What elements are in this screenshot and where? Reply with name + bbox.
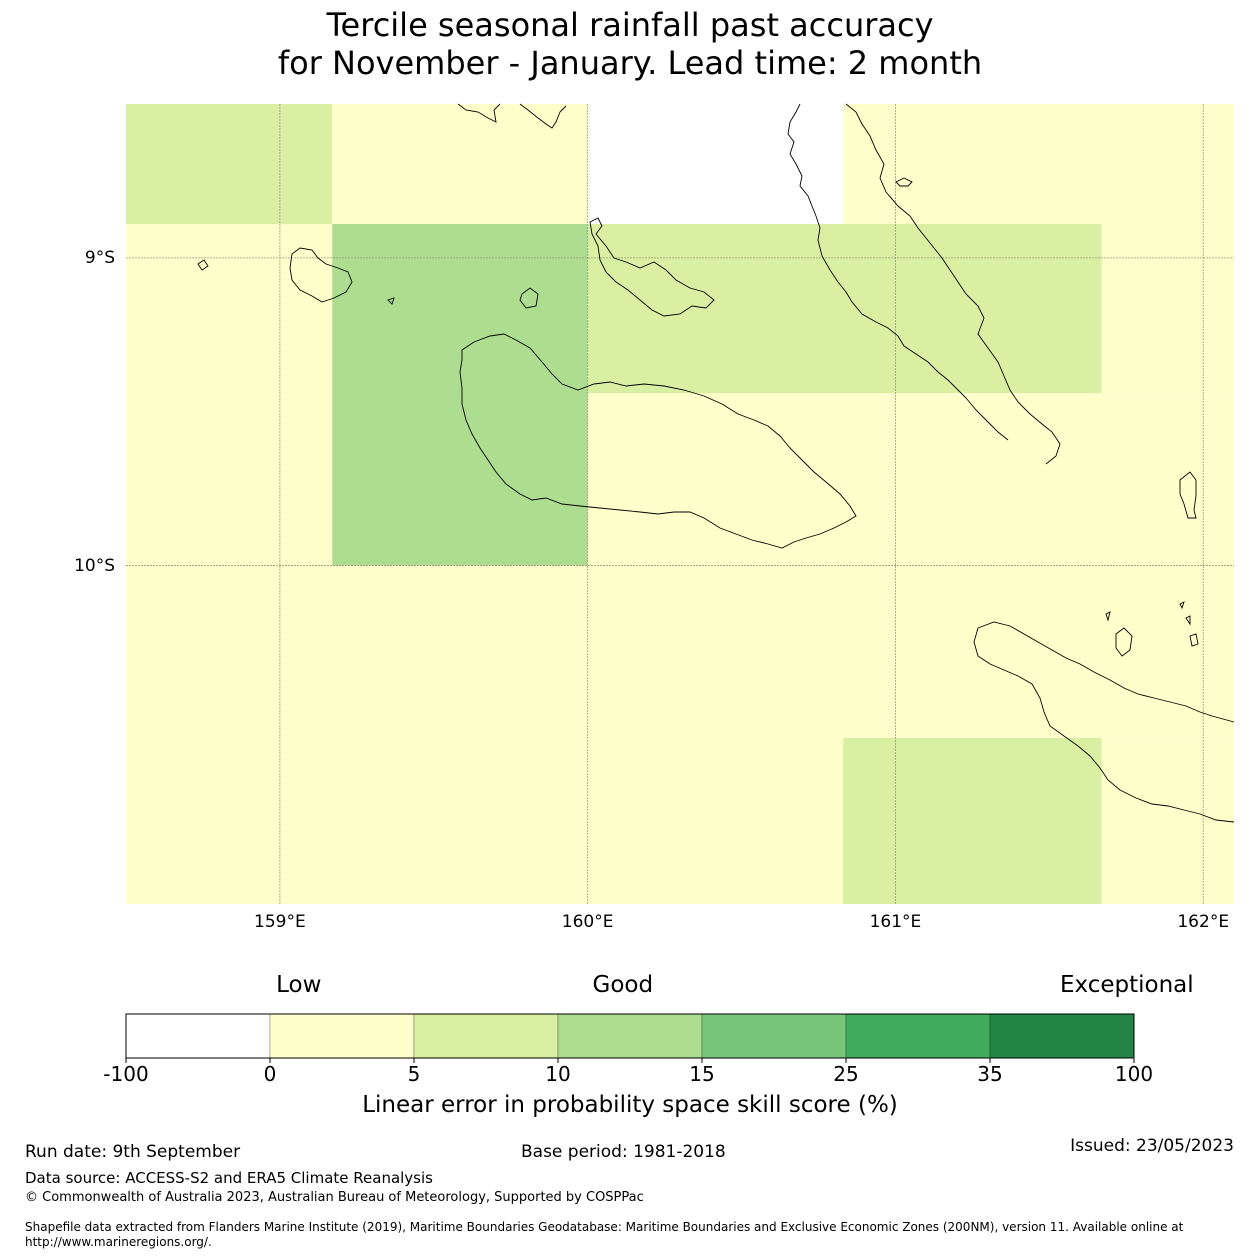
coastline-guadalcanal [459,333,857,549]
skill-map [126,103,1235,904]
coastlines [197,103,1235,823]
colorbar-segment-1 [269,1013,415,1059]
grid-cell-7 [1101,224,1234,394]
colorbar-tick-label: 25 [833,1062,859,1086]
issued-date: Issued: 23/05/2023 [1070,1136,1234,1156]
y-tick-label: 10°S [74,555,115,576]
coastline-north-island [457,103,501,123]
grid-cell-8 [587,393,1234,566]
colorbar-tick-label: 10 [545,1062,571,1086]
colorbar-label: Linear error in probability space skill … [362,1092,898,1118]
x-tick-label: 159°E [254,912,306,932]
grid-cell-2 [843,104,1234,224]
colorbar-outline [125,1013,1135,1059]
grid-cell-10 [843,737,1102,904]
title-line-2: for November - January. Lead time: 2 mon… [277,44,983,82]
coastline-makira-south [973,627,1235,823]
colorbar-tick-label: 35 [977,1062,1003,1086]
x-tick-label: 162°E [1177,912,1230,932]
colorbar-tick-label: -100 [103,1062,149,1086]
coastline-big-island-north [787,103,1009,441]
colorbar-tick-label: 0 [263,1062,277,1086]
grid-cell-6 [587,224,1102,394]
coastline-islet-1 [197,259,209,271]
legend-category-label: Low [276,972,322,998]
coastline-big-island-north-east [845,103,1061,465]
grid-cell-11 [1101,737,1234,904]
grid-cell-1 [332,104,588,224]
copyright: © Commonwealth of Australia 2023, Austra… [25,1190,644,1205]
coastline-small-island-a [895,177,913,187]
grid-cell-0 [126,104,333,224]
coastline-islet-6 [1179,601,1185,610]
grid-cell-3 [126,224,333,904]
coastline-north-island-2 [519,103,567,129]
coastline-east-small [1179,471,1197,519]
shapefile-credit: Shapefile data extracted from Flanders M… [25,1220,1184,1249]
coastline-central-island [589,217,715,317]
coastline-islet-4 [1115,627,1133,657]
grid-cell-9 [843,565,1234,738]
colorbar-tick-label: 15 [689,1062,715,1086]
coastline-islet-5 [1105,611,1111,622]
coastline-islet-8 [1185,615,1191,626]
coastline-islet-3 [387,297,395,305]
title-line-1: Tercile seasonal rainfall past accuracy [326,6,934,44]
y-tick-label: 9°S [84,247,115,268]
coastline-island-cluster-west [289,247,353,303]
colorbar-segment-0 [125,1013,271,1059]
graticule [126,104,1234,904]
x-tick-label: 161°E [869,912,922,932]
colorbar-segment-2 [413,1013,559,1059]
colorbar-tick-label: 5 [407,1062,421,1086]
colorbar-tick-label: 100 [1114,1062,1154,1086]
colorbar-segment-4 [701,1013,847,1059]
x-tick-label: 160°E [561,912,614,932]
colorbar [125,1013,1135,1063]
colorbar-segment-3 [557,1013,703,1059]
coastline-islet-7 [1189,633,1199,647]
grid-cells [126,104,1234,904]
run-date: Run date: 9th September [25,1142,241,1162]
coastline-makira [977,621,1235,723]
legend-category-label: Exceptional [1059,972,1194,998]
colorbar-segment-6 [989,1013,1135,1059]
legend-category-label: Good [592,972,654,998]
grid-cell-4 [332,224,588,566]
colorbar-segment-5 [845,1013,991,1059]
chart-title: Tercile seasonal rainfall past accuracy … [0,6,1260,82]
base-period: Base period: 1981-2018 [521,1142,726,1162]
data-source: Data source: ACCESS-S2 and ERA5 Climate … [25,1169,433,1187]
coastline-islet-2 [519,287,539,309]
